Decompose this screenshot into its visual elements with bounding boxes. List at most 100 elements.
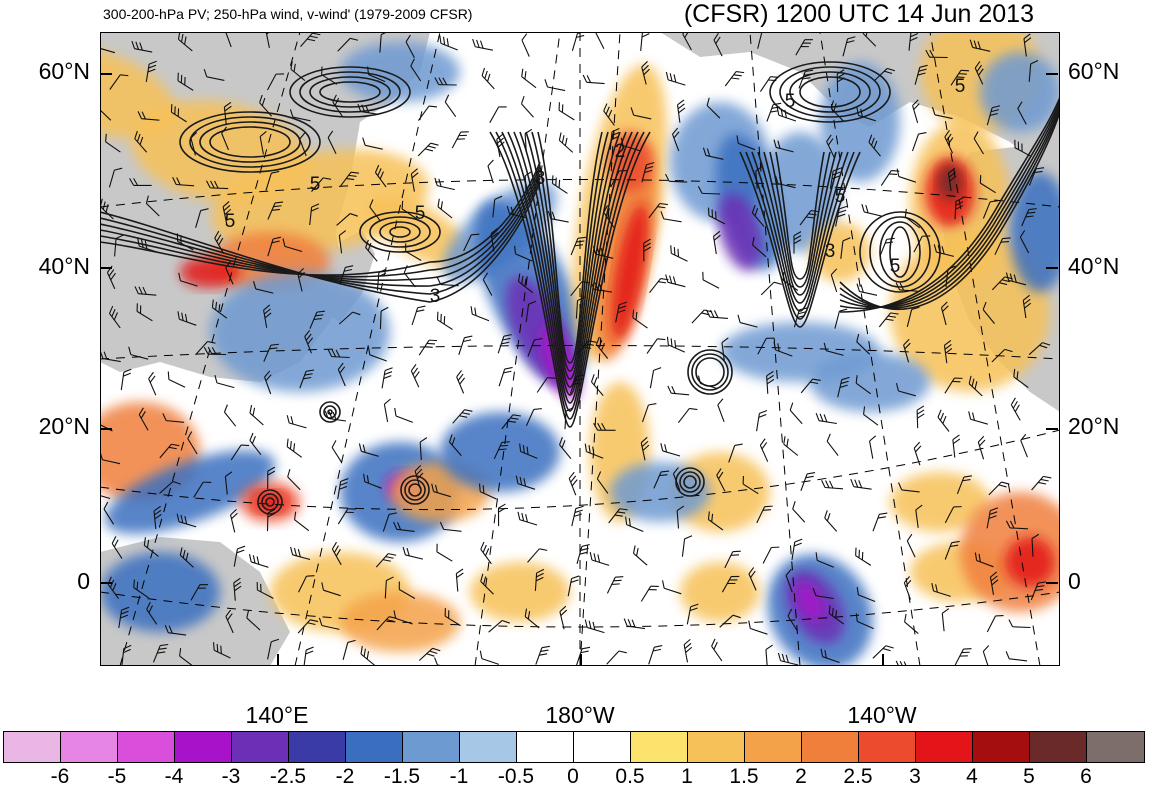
wind-barb [682,535,692,558]
colorbar-swatch [175,732,232,762]
contour-label: 3 [535,168,546,189]
colorbar-label: -1 [450,765,469,789]
wind-barb [519,69,541,88]
wind-barb [852,548,874,566]
wind-barb [410,364,426,387]
wind-barb [873,511,887,534]
contour-label: 5 [890,256,901,277]
wind-barb [487,160,500,183]
lat-label-60n-right: 60°N [1068,58,1119,85]
colorbar-swatch [403,732,460,762]
wind-barb [977,436,990,459]
contour-label: 3 [430,286,441,307]
colorbar-label: -4 [165,765,184,789]
wind-barb [647,336,665,358]
wind-barb [869,436,880,459]
wind-barb [936,410,955,432]
wind-barb [471,39,494,50]
axis-tick [100,267,112,269]
axis-tick [1046,428,1058,430]
colorbar-swatch [574,732,631,762]
wind-barb [230,509,242,532]
wind-barb [906,534,922,557]
wind-barb [788,403,808,424]
colorbar-swatch [289,732,346,762]
contour-label: 5 [955,76,966,97]
wind-barb [456,569,465,591]
wind-barb [815,413,838,423]
contour-label: 5 [785,91,796,112]
wind-barb [247,405,268,425]
wind-barb [418,140,438,161]
wind-barb [860,204,883,216]
contour-label: 5 [310,174,321,195]
colorbar-label: 1 [681,765,693,789]
lat-label-60n-left: 60°N [39,58,90,85]
wind-barb [384,399,395,422]
wind-barb [692,307,712,328]
lat-label-0-right: 0 [1068,568,1081,595]
colorbar-swatch [346,732,403,762]
colorbar-swatch [973,732,1030,762]
colorbar-label: -3 [222,765,241,789]
wind-barb [330,440,348,462]
wind-barb [572,32,585,53]
wind-barb [736,315,759,327]
wind-barb [516,512,539,525]
lon-label-180w: 180°W [545,702,614,729]
wind-barb [498,504,505,526]
wind-barb [165,371,188,387]
wind-barb [917,406,925,428]
wind-barb [631,545,652,565]
colorbar-swatch [859,732,916,762]
map-subtitle: 300-200-hPa PV; 250-hPa wind, v-wind' (1… [103,6,472,22]
wind-barb [147,372,162,395]
wind-barb [790,501,810,522]
wind-barb [222,405,241,427]
colorbar-swatch [460,732,517,762]
wind-barb [660,211,683,221]
wind-barb [667,386,690,395]
wind-barb [583,620,606,633]
wind-barb [665,337,688,352]
lat-label-20n-left: 20°N [39,413,90,440]
shading-blob [470,562,570,622]
lat-label-0-left: 0 [77,568,90,595]
wind-barb [650,366,661,389]
colorbar [3,731,1145,763]
wind-barb [401,547,424,559]
wind-barb [583,75,605,84]
wind-barb [452,129,468,152]
shading-blob [680,562,760,622]
wind-barb [982,646,995,666]
colorbar-swatch [802,732,859,762]
axis-tick [100,582,112,584]
pv-contour [688,350,732,394]
colorbar-label: -1.5 [384,765,420,789]
colorbar-swatch [517,732,574,762]
wind-barb [412,304,425,327]
wind-barb [987,612,1003,635]
contour-label: 3 [825,241,836,262]
wind-barb [650,275,669,297]
wind-barb [1019,434,1034,457]
colorbar-label: -2 [336,765,355,789]
contour-label: 5 [225,211,236,232]
shading-blob [720,322,880,382]
wind-barb [459,334,473,357]
lat-label-40n-right: 40°N [1068,253,1119,280]
wind-barb [757,409,767,432]
wind-barb [544,79,567,90]
wind-barb [291,512,313,531]
wind-barb [664,72,687,85]
colorbar-swatch [232,732,289,762]
wind-barb [607,574,623,597]
colorbar-label: 0 [567,765,579,789]
wind-barb [304,646,314,666]
axis-tick [1046,267,1058,269]
wind-barb [664,275,687,287]
colorbar-label: 4 [966,765,978,789]
axis-tick [1046,582,1058,584]
colorbar-label: 2.5 [843,765,872,789]
